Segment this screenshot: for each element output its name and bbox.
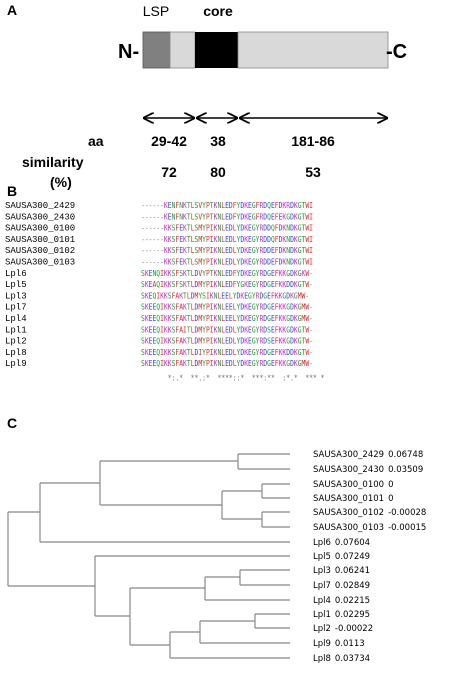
sequence: SKEAQIKKSFSKTLDMYPIKNLEDFYGKEGYRDGEFKKDD… [141,280,313,289]
sequence: ------KKSFEKTLSMYPIKNLEDLYDKEGYRDDEFDKND… [141,258,313,267]
leaf-name: SAUSA300_2429 [313,450,384,460]
sequence: ------KENFNKTLSVYPTKNLEDFYDKEGFRDQEFDKRD… [141,201,313,210]
leaf-value: 0.02215 [335,596,370,606]
tree-leaves: SAUSA300_2429 0.06748 SAUSA300_2430 0.03509… [313,450,426,664]
leaf-name: SAUSA300_0100 [313,480,384,490]
leaf-label: Lpl8 0.03734 [313,654,370,664]
leaf-name: Lpl5 [313,552,331,562]
similarity-value: 72 [161,164,177,180]
leaf-name: SAUSA300_0102 [313,508,384,518]
leaf-name: Lpl4 [313,596,331,606]
leaf-name: Lpl7 [313,581,331,591]
sequence: ------KKSFEKTLSMYPIKNLEDLYDKEGYRDDQFDKND… [141,224,313,233]
leaf-label: SAUSA300_0102 -0.00028 [313,508,426,518]
c-terminus: -C [386,41,407,63]
aa-range: 38 [210,133,226,149]
leaf-name: Lpl1 [313,610,331,620]
sequence-name: SAUSA300_2429 [5,201,75,211]
leaf-label: Lpl7 0.02849 [313,581,370,591]
leaf-value: 0 [388,494,393,504]
sequence-name: Lpl1 [5,325,27,335]
sequence-name: Lpl2 [5,337,27,347]
leaf-label: Lpl4 0.02215 [313,596,370,606]
leaf-value: 0.02295 [335,610,370,620]
leaf-value: 0.02849 [335,581,370,591]
leaf-label: SAUSA300_2430 0.03509 [313,465,423,475]
leaf-label: SAUSA300_0101 0 [313,494,394,504]
leaf-value: 0.07249 [335,552,370,562]
tree [7,453,290,659]
sequence: SKENQIKKSFSKTLDVYPTKNLEDFYDKEGYRDGEFKKGD… [141,269,313,278]
panel-label: B [7,183,17,199]
similarity-value: 80 [210,164,226,180]
panel-label: C [7,415,17,431]
leaf-label: Lpl1 0.02295 [313,610,370,620]
leaf-name: Lpl2 [313,624,331,634]
leaf-label: SAUSA300_0103 -0.00015 [313,523,426,533]
conservation: *:.* **.:* ****::* ***:** :*.* *** * [141,374,325,383]
sequence: SKEEQIKKSFAKTLDMYPIKNLEDLYDKEGYRDSEFKKGD… [141,337,313,346]
leaf-value: 0.0113 [335,639,365,649]
leaf-name: Lpl9 [313,639,331,649]
sequence-name: SAUSA300_0100 [5,224,75,234]
similarity-value: 53 [305,164,321,180]
domain-label: core [203,3,233,19]
leaf-name: Lpl8 [313,654,331,664]
leaf-value: -0.00028 [388,508,426,518]
sequence-name: SAUSA300_0101 [5,235,75,245]
sequence: SKEEQIKKSFAITLDMYPIKNLEDLYDKEGYRDSEFKKGD… [141,325,313,334]
sequence: ------KENFNKTLSVYPTKNLEDFYDKEGFRDQEFEKGD… [141,212,313,221]
sequence-name: SAUSA300_2430 [5,212,75,222]
leaf-value: 0 [388,480,393,490]
sequence-name: Lpl3 [5,291,27,301]
sequence: ------KKSFEKTLSMYPIKNLEDLYDKEGYRDDEFDKND… [141,246,313,255]
leaf-name: SAUSA300_0103 [313,523,384,533]
sequence: SKEEQIKKSFAKTLDMYPIKNLEELYDKEGYRDGEFKKGD… [141,303,313,312]
leaf-label: SAUSA300_0100 0 [313,480,394,490]
sequence: SKEEQIKKSFAKTLDMYPIKNLEELYDKEGYRDGEFKKGD… [141,314,313,323]
leaf-name: SAUSA300_0101 [313,494,384,504]
leaf-label: Lpl6 0.07604 [313,538,370,548]
sequence: SKEQIKKSFAKTLDMYSIKNLEELYDKEGYRDGEFKKGDK… [141,291,309,300]
alignment: SAUSA300_2429 ------KENFNKTLSVYPTKNLEDFYD… [5,201,325,383]
sequence-name: Lpl9 [5,359,27,369]
row-label: similarity [22,154,84,170]
sequence-name: SAUSA300_0103 [5,258,75,268]
aa-range: 29-42 [151,133,187,149]
leaf-value: -0.00015 [388,523,426,533]
sequence: SKEEQIKKSFAKTLDMYPIKNLEDLYDKEGYRDGEFKKGD… [141,359,313,368]
leaf-name: Lpl6 [313,538,331,548]
leaf-label: Lpl5 0.07249 [313,552,370,562]
leaf-value: -0.00022 [335,624,373,634]
leaf-value: 0.06241 [335,566,370,576]
leaf-value: 0.06748 [388,450,423,460]
n-terminus: N- [118,41,139,63]
leaf-label: Lpl2 -0.00022 [313,624,373,634]
panel-label: A [7,2,17,18]
leaf-label: Lpl9 0.0113 [313,639,365,649]
leaf-name: SAUSA300_2430 [313,465,384,475]
sequence: SKEEQIKKSFAKTLDIYPIKNLEDLYDKEGYRDGEFKKDD… [141,348,313,357]
sequence-name: Lpl5 [5,280,27,290]
leaf-value: 0.03734 [335,654,370,664]
sequence-name: SAUSA300_0102 [5,246,75,256]
row-label: (%) [50,174,72,190]
protein-bar [142,31,389,69]
sequence-name: Lpl8 [5,348,27,358]
leaf-value: 0.07604 [335,538,370,548]
leaf-name: Lpl3 [313,566,331,576]
row-label: aa [88,133,104,149]
sequence-name: Lpl4 [5,314,27,324]
aa-range: 181-86 [291,133,335,149]
sequence: ------KKSFEKTLSMYPIKNLEDLYDKEGYRDDQFDKND… [141,235,313,244]
domain-label: LSP [143,3,169,19]
leaf-label: SAUSA300_2429 0.06748 [313,450,423,460]
sequence-name: Lpl6 [5,269,27,279]
leaf-label: Lpl3 0.06241 [313,566,370,576]
leaf-value: 0.03509 [388,465,423,475]
sequence-name: Lpl7 [5,303,27,313]
